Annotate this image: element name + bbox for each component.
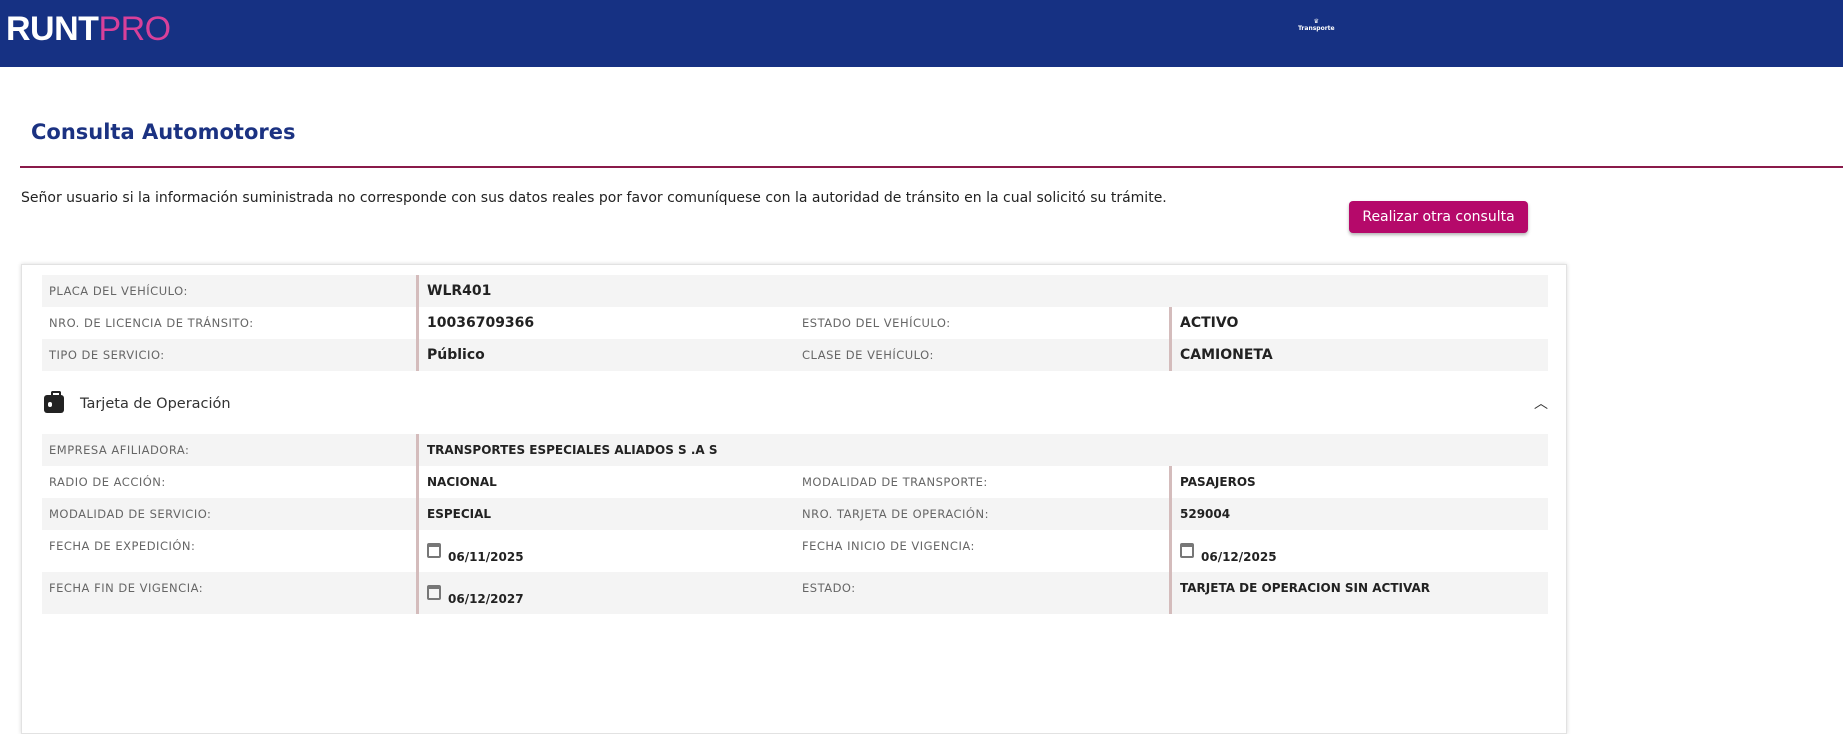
new-query-button[interactable]: Realizar otra consulta [1349,201,1528,233]
value: 529004 [1169,498,1548,530]
section-title: Tarjeta de Operación [80,396,231,412]
label: FECHA FIN DE VIGENCIA: [49,581,204,595]
value: WLR401 [416,275,795,307]
calendar-icon [427,585,441,600]
label: CLASE DE VEHÍCULO: [802,348,934,362]
row-empresa: EMPRESA AFILIADORA: TRANSPORTES ESPECIAL… [42,434,1548,466]
value: 06/12/2027 [448,592,524,606]
row-licencia: NRO. DE LICENCIA DE TRÁNSITO: 1003670936… [42,307,1548,339]
chevron-up-icon[interactable]: ︿ [1534,396,1548,412]
value: PASAJEROS [1169,466,1548,498]
page-title: Consulta Automotores [31,120,296,144]
label: FECHA INICIO DE VIGENCIA: [802,539,975,553]
runt-pro-logo: RUNTPRO [6,10,171,48]
value: NACIONAL [416,466,795,498]
value: TARJETA DE OPERACION SIN ACTIVAR [1169,572,1548,614]
label: TIPO DE SERVICIO: [49,348,165,362]
value: ACTIVO [1169,307,1548,339]
row-servicio: TIPO DE SERVICIO: Público CLASE DE VEHÍC… [42,339,1548,371]
calendar-icon [427,543,441,558]
value: ESPECIAL [416,498,795,530]
value: 06/11/2025 [448,550,524,564]
label: MODALIDAD DE SERVICIO: [49,507,212,521]
label: EMPRESA AFILIADORA: [49,443,190,457]
row-fin: FECHA FIN DE VIGENCIA: 06/12/2027 ESTADO… [42,572,1548,614]
value: 10036709366 [416,307,795,339]
label: RADIO DE ACCIÓN: [49,475,166,489]
calendar-icon [1180,543,1194,558]
value: CAMIONETA [1169,339,1548,371]
label: ESTADO DEL VEHÍCULO: [802,316,951,330]
label: NRO. DE LICENCIA DE TRÁNSITO: [49,316,254,330]
label: FECHA DE EXPEDICIÓN: [49,539,196,553]
label: ESTADO: [802,581,856,595]
value: 06/12/2025 [1201,550,1277,564]
divider [20,166,1843,168]
notice-text: Señor usuario si la información suminist… [21,190,1167,206]
tarjeta-section-header[interactable]: Tarjeta de Operación [44,391,231,413]
value: Público [416,339,795,371]
label: MODALIDAD DE TRANSPORTE: [802,475,988,489]
value: TRANSPORTES ESPECIALES ALIADOS S .A S [416,434,1216,466]
label: PLACA DEL VEHÍCULO: [49,284,188,298]
row-fechas: FECHA DE EXPEDICIÓN: 06/11/2025 FECHA IN… [42,530,1548,572]
label: NRO. TARJETA DE OPERACIÓN: [802,507,989,521]
top-header: RUNTPRO ♛ Transporte [0,0,1843,67]
id-badge-icon [44,391,64,413]
row-radio: RADIO DE ACCIÓN: NACIONAL MODALIDAD DE T… [42,466,1548,498]
row-placa: PLACA DEL VEHÍCULO: WLR401 [42,275,1548,307]
row-modalidad: MODALIDAD DE SERVICIO: ESPECIAL NRO. TAR… [42,498,1548,530]
results-card: PLACA DEL VEHÍCULO: WLR401 NRO. DE LICEN… [21,264,1567,734]
transporte-logo: ♛ Transporte [1298,18,1335,32]
